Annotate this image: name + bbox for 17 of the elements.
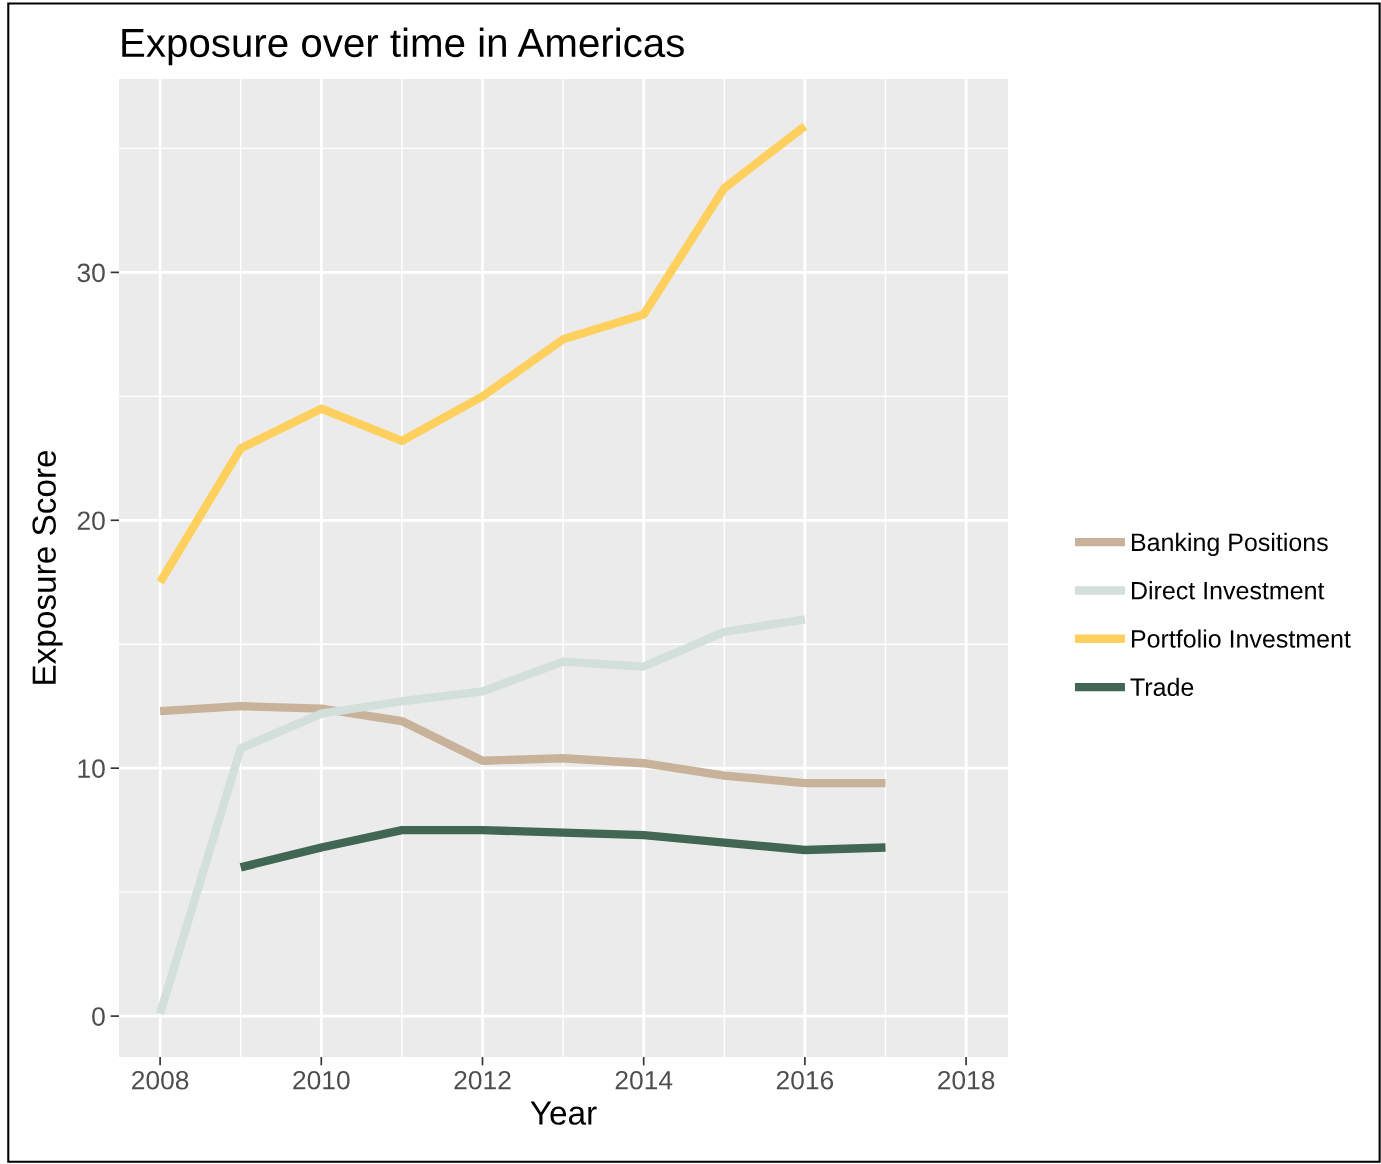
x-tick-label: 2010 xyxy=(293,1070,350,1090)
legend-label: Direct Investment xyxy=(1132,581,1325,600)
chart-title: Exposure over time in Americas xyxy=(122,27,684,66)
x-tick-label: 2014 xyxy=(615,1070,673,1090)
legend-label: Portfolio Investment xyxy=(1132,629,1351,648)
legend-label: Trade xyxy=(1130,677,1194,697)
legend-label: Banking Positions xyxy=(1132,532,1328,557)
y-tick-label: 30 xyxy=(77,263,105,283)
y-axis-title: Exposure Score xyxy=(32,450,63,684)
x-tick-label: 2012 xyxy=(454,1070,511,1090)
y-tick-label: 20 xyxy=(77,511,105,531)
y-tick-label: 0 xyxy=(92,1007,105,1026)
x-tick-label: 2018 xyxy=(938,1070,995,1090)
y-tick-label: 10 xyxy=(78,759,105,779)
x-tick-label: 2008 xyxy=(132,1070,189,1090)
x-tick-label: 2016 xyxy=(776,1070,834,1090)
x-axis-title: Year xyxy=(530,1101,597,1125)
